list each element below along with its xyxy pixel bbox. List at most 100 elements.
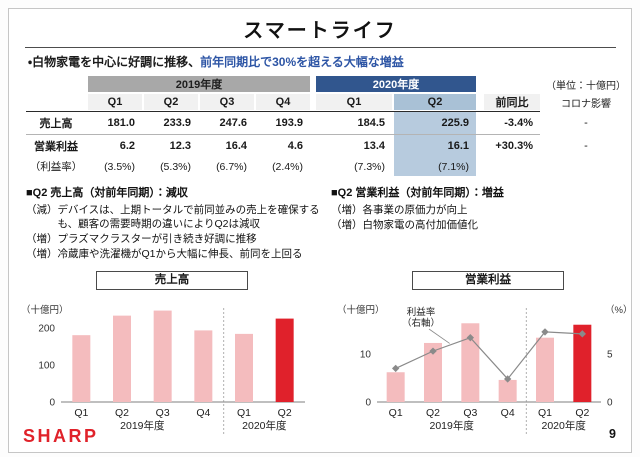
y-tick-label: 10 <box>360 350 372 361</box>
cell-value: 233.9 <box>163 117 191 129</box>
cell-value: 13.4 <box>363 140 385 152</box>
profit-rate-line <box>395 331 583 380</box>
table-header-rule <box>26 111 540 112</box>
table-row: 売上高 181.0 233.9 247.6 193.9 184.5 225.9 -3.4% - <box>26 112 626 134</box>
x-tick-label: Q1 <box>237 407 251 419</box>
note-tag: （増） <box>26 233 58 245</box>
note-text: プラズマクラスターが引き続き好調に推移 <box>57 233 257 245</box>
yoy-value <box>484 157 540 176</box>
y-tick-label: 0 <box>365 398 371 409</box>
cell-value: 181.0 <box>107 117 135 129</box>
page-number: 9 <box>609 427 616 441</box>
bar-Q2-2019 <box>113 315 131 402</box>
headline: ・白物家電を中心に好調に推移、前年同期比で30%を超える大幅な増益 <box>28 53 404 70</box>
y-axis-unit: （十億円） <box>21 304 69 316</box>
group-label-2019: 2019年度 <box>120 419 165 432</box>
x-tick-label: Q2 <box>426 407 440 419</box>
cell-value: 193.9 <box>275 117 303 129</box>
line-series-label: （右軸） <box>402 317 440 329</box>
note-text: 各事業の原価力が向上 <box>362 204 468 216</box>
y-tick-label: 100 <box>38 361 55 372</box>
x-tick-label: Q1 <box>389 407 403 419</box>
col-header-q1-2019: Q1 <box>88 94 142 110</box>
note-item: （減） デバイスは、上期トータルで前同並みの売上を確保するも、顧客の需要時期の違い… <box>26 203 326 231</box>
unit-note: （単位：十億円） <box>546 80 626 92</box>
cell-value: (6.7%) <box>216 160 247 173</box>
cell-value: (2.4%) <box>272 160 303 173</box>
corona-value: - <box>584 117 588 129</box>
group-label-2019: 2019年度 <box>429 419 474 432</box>
bar-Q4-2019 <box>498 379 517 402</box>
profit-chart-title: 営業利益 <box>412 271 564 290</box>
cell-value: 225.9 <box>394 112 476 134</box>
note-item: （増） 各事業の原価力が向上 <box>331 203 623 217</box>
line-series-label: 利益率 <box>407 306 436 318</box>
x-tick-label: Q3 <box>156 407 170 419</box>
table-row: （利益率） (3.5%) (5.3%) (6.7%) (2.4%) (7.3%) (7.1%… <box>26 157 626 176</box>
note-tag: （増） <box>331 219 363 231</box>
spacer <box>26 76 86 92</box>
line-marker <box>429 347 437 355</box>
line-marker <box>391 364 400 373</box>
fy2020-header: 2020年度 <box>316 76 476 92</box>
bar-Q3-2019 <box>153 310 172 402</box>
note-text: 白物家電の高付加価値化 <box>362 219 479 231</box>
col-header-q2-2020: Q2 <box>394 94 476 110</box>
x-tick-label: Q2 <box>115 407 129 419</box>
row-label: （利益率） <box>29 161 83 173</box>
cell-value: 184.5 <box>357 117 385 129</box>
corona-value: - <box>584 140 588 152</box>
x-tick-label: Q2 <box>575 407 589 419</box>
note-item: （増） プラズマクラスターが引き続き好調に推移 <box>26 232 326 246</box>
note-section-sales: ■Q2 売上高（対前年同期）：減収 （減） デバイスは、上期トータルで前同並みの売… <box>26 186 326 262</box>
yoy-header: 前同比 <box>484 94 540 110</box>
col-header-q1-2020: Q1 <box>316 94 392 110</box>
corona-value <box>546 157 626 176</box>
note-heading-sales: ■Q2 売上高（対前年同期）：減収 <box>26 187 188 199</box>
col-header-q4-2019: Q4 <box>256 94 310 110</box>
row-separator <box>26 134 540 135</box>
bar-Q1-2020 <box>235 333 253 402</box>
cell-value: 4.6 <box>287 140 303 152</box>
col-header-q2-2019: Q2 <box>144 94 198 110</box>
x-tick-label: Q1 <box>538 407 552 419</box>
note-tag: （減） <box>26 204 58 216</box>
note-tag: （増） <box>26 248 58 260</box>
annotation-leader <box>428 328 450 344</box>
note-item: （増） 冷蔵庫や洗濯機がQ1から大幅に伸長、前同を上回る <box>26 247 326 261</box>
right-tick-label: 0 <box>607 398 613 409</box>
row-label: 売上高 <box>39 118 73 130</box>
x-tick-label: Q4 <box>501 407 515 419</box>
cell-value: 16.4 <box>225 140 247 152</box>
note-text: 冷蔵庫や洗濯機がQ1から大幅に伸長、前同を上回る <box>57 248 303 260</box>
yoy-value: -3.4% <box>504 117 533 129</box>
note-section-profit: ■Q2 営業利益（対前年同期）：増益 （増） 各事業の原価力が向上 （増） 白物家電の… <box>331 186 623 233</box>
cell-value: (3.5%) <box>104 160 135 173</box>
corona-header: コロナ影響 <box>561 98 611 110</box>
note-item: （増） 白物家電の高付加価値化 <box>331 218 623 232</box>
bar-Q2-2020 <box>275 318 294 402</box>
col-header-q3-2019: Q3 <box>200 94 254 110</box>
sales-chart: 売上高 0 100 200 （十億円） Q1 Q2 Q3 Q4 Q1 Q2 2019年度 2020年度 <box>19 271 325 443</box>
page-title: スマートライフ <box>243 20 397 42</box>
fy2019-header: 2019年度 <box>88 76 310 92</box>
group-label-2020: 2020年度 <box>242 419 287 432</box>
bar-Q1-2019 <box>72 335 91 402</box>
cell-value: (7.1%) <box>394 157 476 176</box>
cell-value: (5.3%) <box>160 160 191 173</box>
group-label-2020: 2020年度 <box>541 419 586 432</box>
x-tick-label: Q1 <box>74 407 88 419</box>
right-axis-unit: （%） <box>605 304 632 316</box>
y-tick-label: 200 <box>38 324 55 335</box>
cell-value: 6.2 <box>119 140 135 152</box>
slide: スマートライフ ・白物家電を中心に好調に推移、前年同期比で30%を超える大幅な増… <box>8 8 632 453</box>
y-axis-unit: （十億円） <box>337 304 385 316</box>
note-tag: （増） <box>331 204 363 216</box>
sales-chart-title: 売上高 <box>96 271 248 290</box>
note-heading-profit: ■Q2 営業利益（対前年同期）：増益 <box>331 187 504 199</box>
sharp-logo: SHARP <box>23 426 99 446</box>
cell-value: 12.3 <box>169 140 191 152</box>
headline-blue: 前年同期比で30%を超える大幅な増益 <box>200 55 404 69</box>
